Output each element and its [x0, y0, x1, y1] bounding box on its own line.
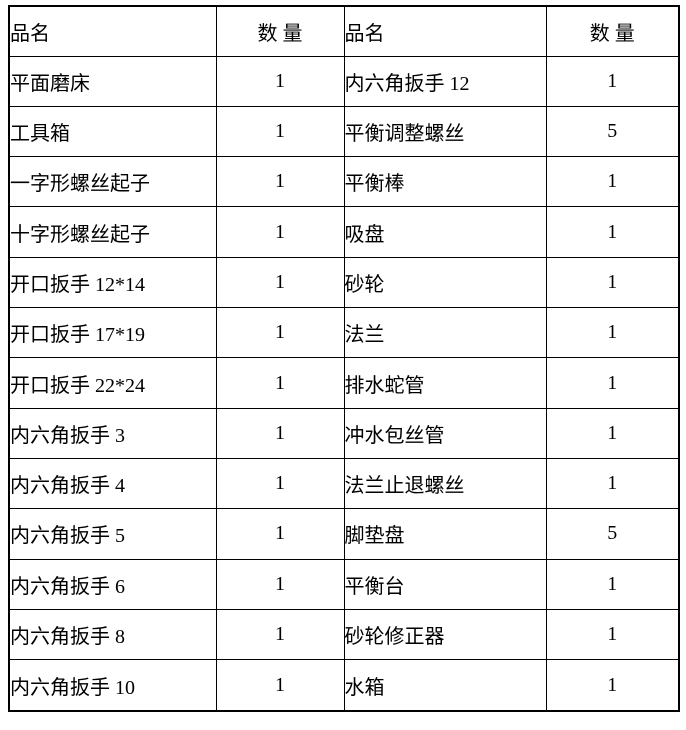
header-quantity-right: 数 量 — [545, 5, 680, 57]
table-row: 内六角扳手 5 1 脚垫盘 5 — [8, 508, 680, 560]
item-name-cell: 内六角扳手 4 — [8, 457, 217, 510]
table-row: 平面磨床 1 内六角扳手 12 1 — [8, 55, 680, 107]
header-quantity-left: 数 量 — [215, 5, 345, 57]
item-qty-cell: 1 — [215, 55, 345, 107]
item-qty-cell: 1 — [545, 457, 680, 510]
item-qty-cell: 1 — [545, 357, 680, 409]
item-name-cell: 水箱 — [343, 659, 547, 712]
table-row: 开口扳手 17*19 1 法兰 1 — [8, 307, 680, 359]
table-row: 工具箱 1 平衡调整螺丝 5 — [8, 105, 680, 158]
table-body: 平面磨床 1 内六角扳手 12 1 工具箱 1 平衡调整螺丝 5 一字形螺丝起子 1 平衡棒 1 十字形… — [8, 55, 680, 712]
item-name-cell: 法兰 — [343, 307, 547, 359]
item-name-cell: 法兰止退螺丝 — [343, 457, 547, 510]
table-header-row: 品名 数 量 品名 数 量 — [8, 5, 680, 57]
item-name-cell: 一字形螺丝起子 — [8, 156, 217, 208]
table-row: 开口扳手 22*24 1 排水蛇管 1 — [8, 357, 680, 409]
table-row: 十字形螺丝起子 1 吸盘 1 — [8, 206, 680, 258]
item-name-cell: 内六角扳手 3 — [8, 407, 217, 460]
item-qty-cell: 1 — [545, 558, 680, 610]
item-name-cell: 平衡棒 — [343, 156, 547, 208]
item-name-cell: 内六角扳手 8 — [8, 608, 217, 661]
item-qty-cell: 5 — [545, 508, 680, 560]
item-qty-cell: 1 — [545, 156, 680, 208]
item-name-cell: 内六角扳手 6 — [8, 558, 217, 610]
table-row: 内六角扳手 8 1 砂轮修正器 1 — [8, 608, 680, 661]
table-row: 内六角扳手 10 1 水箱 1 — [8, 659, 680, 712]
item-qty-cell: 1 — [215, 105, 345, 158]
table-row: 内六角扳手 4 1 法兰止退螺丝 1 — [8, 457, 680, 510]
item-qty-cell: 1 — [215, 256, 345, 309]
header-item-name-right: 品名 — [343, 5, 547, 57]
item-qty-cell: 1 — [215, 307, 345, 359]
item-name-cell: 工具箱 — [8, 105, 217, 158]
item-name-cell: 内六角扳手 12 — [343, 55, 547, 107]
item-qty-cell: 1 — [215, 608, 345, 661]
item-qty-cell: 1 — [545, 256, 680, 309]
table-row: 开口扳手 12*14 1 砂轮 1 — [8, 256, 680, 309]
item-name-cell: 平衡台 — [343, 558, 547, 610]
item-qty-cell: 1 — [545, 608, 680, 661]
table-row: 内六角扳手 3 1 冲水包丝管 1 — [8, 407, 680, 460]
inventory-table: 品名 数 量 品名 数 量 平面磨床 1 内六角扳手 12 1 工具箱 1 平衡调整螺丝 5 一… — [8, 5, 680, 712]
item-qty-cell: 1 — [215, 156, 345, 208]
table-row: 一字形螺丝起子 1 平衡棒 1 — [8, 156, 680, 208]
item-name-cell: 砂轮 — [343, 256, 547, 309]
header-item-name-left: 品名 — [8, 5, 217, 57]
item-name-cell: 内六角扳手 5 — [8, 508, 217, 560]
item-name-cell: 砂轮修正器 — [343, 608, 547, 661]
item-qty-cell: 5 — [545, 105, 680, 158]
item-qty-cell: 1 — [215, 508, 345, 560]
item-name-cell: 开口扳手 12*14 — [8, 256, 217, 309]
table-row: 内六角扳手 6 1 平衡台 1 — [8, 558, 680, 610]
item-qty-cell: 1 — [215, 457, 345, 510]
item-name-cell: 平面磨床 — [8, 55, 217, 107]
item-qty-cell: 1 — [545, 55, 680, 107]
item-name-cell: 排水蛇管 — [343, 357, 547, 409]
item-name-cell: 冲水包丝管 — [343, 407, 547, 460]
item-qty-cell: 1 — [215, 407, 345, 460]
item-qty-cell: 1 — [545, 659, 680, 712]
item-qty-cell: 1 — [215, 357, 345, 409]
item-name-cell: 脚垫盘 — [343, 508, 547, 560]
item-name-cell: 开口扳手 22*24 — [8, 357, 217, 409]
item-name-cell: 十字形螺丝起子 — [8, 206, 217, 258]
item-qty-cell: 1 — [215, 206, 345, 258]
item-qty-cell: 1 — [545, 307, 680, 359]
item-name-cell: 吸盘 — [343, 206, 547, 258]
item-qty-cell: 1 — [545, 206, 680, 258]
item-qty-cell: 1 — [545, 407, 680, 460]
item-qty-cell: 1 — [215, 659, 345, 712]
item-name-cell: 开口扳手 17*19 — [8, 307, 217, 359]
item-qty-cell: 1 — [215, 558, 345, 610]
item-name-cell: 内六角扳手 10 — [8, 659, 217, 712]
item-name-cell: 平衡调整螺丝 — [343, 105, 547, 158]
